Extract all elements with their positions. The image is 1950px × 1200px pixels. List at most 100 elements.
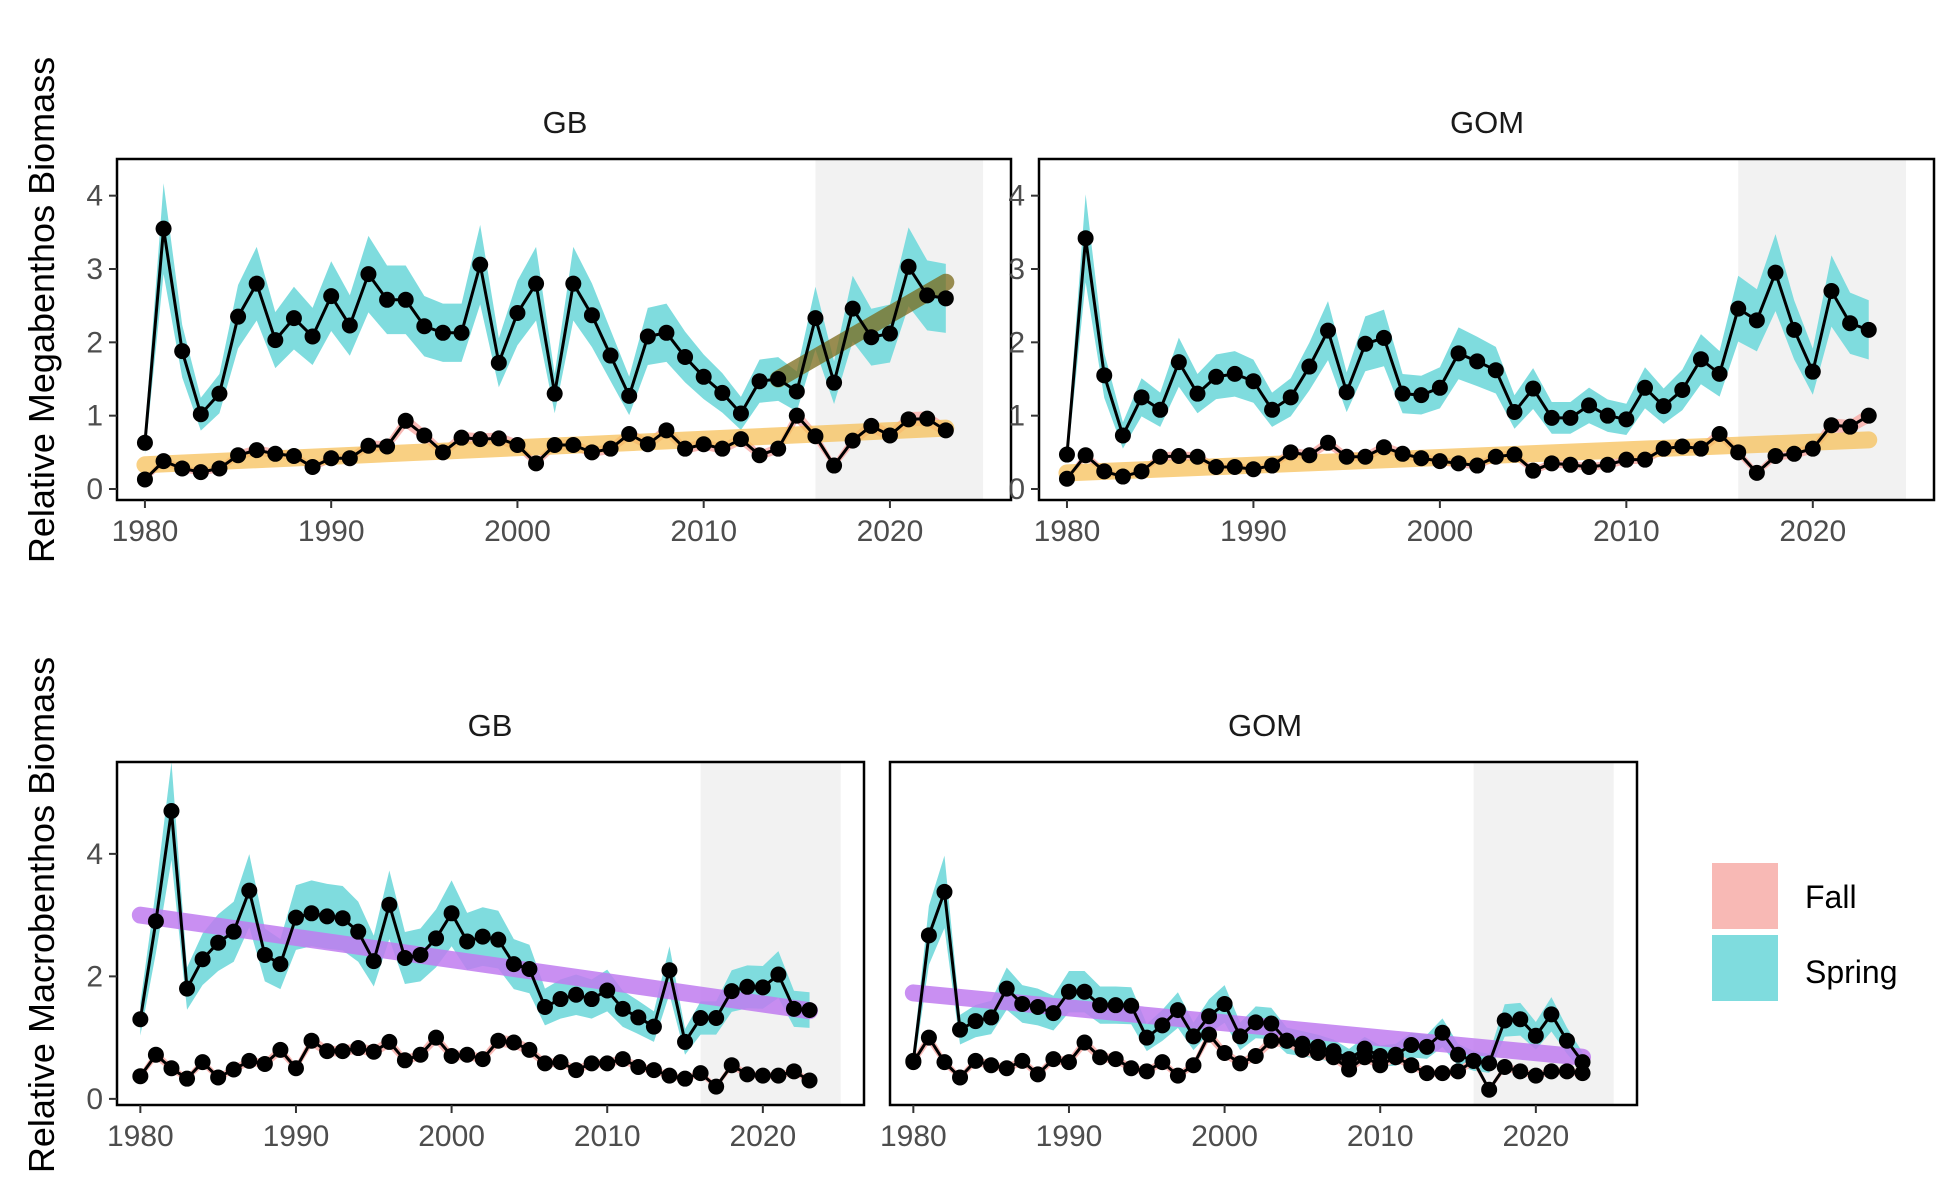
data-point-fall [826, 457, 843, 474]
y-tick-label: 0 [86, 1083, 103, 1116]
data-point-fall [147, 1046, 164, 1063]
data-point-spring [1450, 345, 1467, 362]
data-point-spring [1247, 1014, 1264, 1031]
panel-title-bottom-left: GB [468, 708, 513, 743]
data-point-spring [1107, 997, 1124, 1014]
data-point-fall [192, 464, 209, 481]
data-point-spring [428, 930, 445, 947]
data-point-spring [174, 343, 191, 360]
data-point-fall [174, 460, 191, 477]
data-point-spring [272, 956, 289, 973]
data-point-spring [1558, 1032, 1575, 1049]
data-point-fall [1077, 447, 1094, 464]
data-point-fall [1189, 448, 1206, 465]
data-point-spring [844, 300, 861, 317]
data-point-fall [1096, 463, 1113, 480]
panel-border [115, 157, 1013, 502]
panel-title-top-left: GB [543, 105, 588, 140]
data-point-fall [1599, 456, 1616, 473]
data-point-spring [1418, 1038, 1435, 1055]
y-tick-label: 1 [1008, 400, 1025, 433]
data-point-fall [599, 1055, 616, 1072]
data-point-fall [661, 1067, 678, 1084]
data-point-fall [412, 1046, 429, 1063]
data-point-fall [1245, 461, 1262, 478]
data-point-fall [1278, 1032, 1295, 1049]
data-point-fall [1481, 1081, 1498, 1098]
data-point-fall [319, 1043, 336, 1060]
data-point-spring [919, 287, 936, 304]
panel-title-bottom-right: GOM [1228, 708, 1302, 743]
data-point-fall [1748, 464, 1765, 481]
data-point-fall [1512, 1063, 1529, 1080]
data-point-fall [1216, 1044, 1233, 1061]
legend-label-spring: Spring [1805, 954, 1898, 990]
data-point-spring [1525, 380, 1542, 397]
data-point-fall [1434, 1065, 1451, 1082]
data-point-fall [630, 1059, 647, 1076]
data-point-fall [967, 1052, 984, 1069]
data-point-fall [1387, 1049, 1404, 1066]
data-point-spring [1527, 1027, 1544, 1044]
data-point-fall [132, 1068, 149, 1085]
data-point-spring [1403, 1036, 1420, 1053]
data-point-fall [1372, 1057, 1389, 1074]
data-point-spring [739, 978, 756, 995]
data-point-spring [1060, 983, 1077, 1000]
data-point-spring [434, 324, 451, 341]
data-point-fall [323, 450, 340, 467]
data-point-fall [381, 1033, 398, 1050]
data-point-fall [565, 437, 582, 453]
data-point-fall [1543, 455, 1560, 472]
y-tick-label: 0 [86, 473, 103, 506]
data-point-fall [416, 427, 433, 444]
data-point-spring [807, 310, 824, 327]
data-point-fall [920, 1029, 937, 1046]
data-point-spring [998, 980, 1015, 997]
data-point-fall [163, 1060, 180, 1077]
data-point-spring [211, 385, 228, 402]
data-point-fall [1574, 1065, 1591, 1082]
data-point-fall [1543, 1063, 1560, 1080]
data-point-fall [272, 1041, 289, 1058]
data-point-fall [248, 442, 265, 459]
data-point-fall [1185, 1057, 1202, 1074]
data-point-spring [546, 385, 563, 402]
data-point-spring [1394, 385, 1411, 402]
data-point-fall [1450, 455, 1467, 472]
data-point-spring [412, 946, 429, 963]
data-point-spring [267, 332, 284, 349]
data-point-spring [365, 953, 382, 970]
data-point-fall [1711, 426, 1728, 442]
data-point-fall [1201, 1026, 1218, 1043]
data-point-fall [1823, 417, 1840, 434]
data-point-fall [267, 445, 284, 462]
x-tick-label: 2020 [1502, 1120, 1569, 1153]
data-point-spring [826, 374, 843, 391]
data-point-fall [1730, 444, 1747, 461]
data-point-fall [1092, 1049, 1109, 1066]
data-point-fall [1226, 459, 1243, 475]
data-point-spring [210, 934, 227, 951]
data-point-spring [1450, 1046, 1467, 1063]
data-point-spring [1170, 354, 1187, 371]
data-point-fall [1375, 439, 1392, 456]
data-point-fall [639, 436, 656, 453]
data-point-fall [536, 1055, 553, 1072]
data-point-fall [1636, 451, 1653, 468]
data-point-fall [509, 437, 526, 453]
data-point-fall [1060, 1054, 1077, 1071]
x-tick-label: 2000 [1407, 515, 1474, 548]
x-tick-label: 1980 [880, 1120, 947, 1153]
data-point-spring [1599, 407, 1616, 424]
data-point-spring [459, 933, 476, 950]
y-tick-label: 4 [1008, 180, 1025, 213]
data-point-spring [1512, 1011, 1529, 1028]
data-point-fall [1496, 1059, 1513, 1076]
x-tick-label: 2000 [1191, 1120, 1258, 1153]
data-point-spring [1226, 365, 1243, 382]
data-point-spring [695, 368, 712, 385]
data-point-fall [1014, 1052, 1031, 1069]
data-point-spring [770, 371, 787, 387]
